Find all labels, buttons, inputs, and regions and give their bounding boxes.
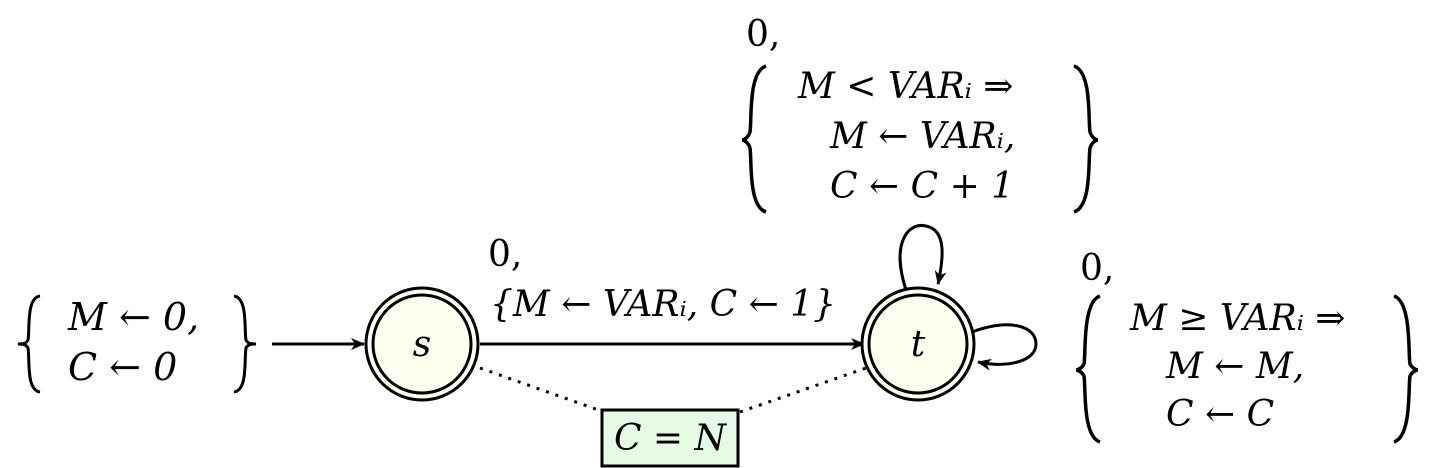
edge-s-to-t-label-2: {M ← VARᵢ, C ← 1}: [490, 284, 836, 325]
loop-top-label: 0, M < VARᵢ ⇒ M ← VARᵢ, C ← C + 1: [741, 14, 1099, 214]
loop-right-line-3: C ← C: [1166, 394, 1274, 435]
constraint-label: C = N: [614, 418, 728, 459]
state-s: s: [364, 286, 480, 402]
init-right-brace: [233, 294, 257, 394]
loop-right-line-1: M ≥ VARᵢ ⇒: [1129, 298, 1345, 339]
dotted-link-s: [479, 366, 605, 414]
initial-condition: M ← 0, C ← 0: [17, 294, 257, 394]
loop-right-right-brace: [1393, 294, 1419, 444]
state-t-label: t: [911, 324, 926, 365]
loop-right-label: 0, M ≥ VARᵢ ⇒ M ← M, C ← C: [1075, 248, 1419, 444]
loop-right-prefix: 0,: [1080, 248, 1114, 289]
init-line-2: C ← 0: [68, 345, 177, 389]
constraint-box-frame: [600, 408, 740, 468]
init-left-brace: [17, 294, 41, 394]
loop-top-line-1: M < VARᵢ ⇒: [797, 66, 1013, 107]
dotted-link-t: [739, 366, 867, 414]
edge-s-to-t-label-1: 0,: [488, 234, 522, 275]
self-loop-top: [898, 223, 947, 291]
loop-top-line-3: C ← C + 1: [830, 166, 1014, 207]
loop-top-line-2: M ← VARᵢ,: [829, 116, 1015, 157]
loop-top-left-brace: [741, 64, 767, 214]
loop-right-line-2: M ← M,: [1165, 346, 1304, 387]
constraint-box: C = N: [600, 408, 740, 468]
loop-top-prefix: 0,: [746, 14, 780, 55]
self-loop-right: [971, 323, 1038, 371]
loop-top-right-brace: [1073, 64, 1099, 214]
init-line-1: M ← 0,: [67, 295, 199, 339]
state-s-label: s: [413, 324, 431, 365]
loop-right-left-brace: [1075, 294, 1101, 444]
state-t: t: [860, 286, 976, 402]
